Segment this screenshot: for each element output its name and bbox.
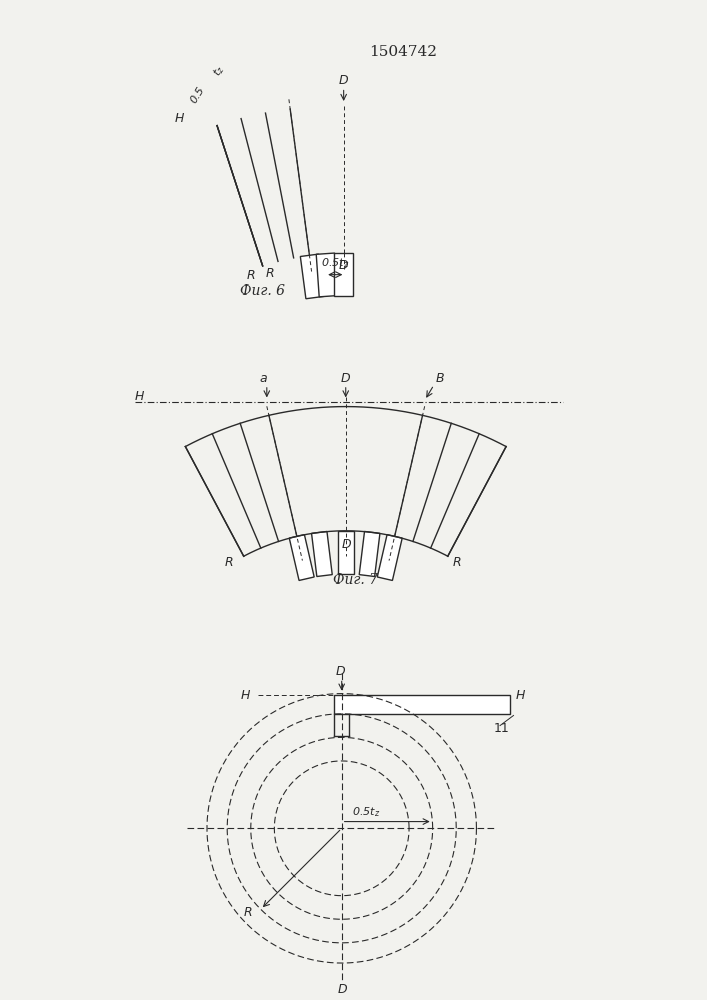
Text: H: H	[175, 112, 185, 125]
Polygon shape	[359, 531, 380, 577]
Polygon shape	[378, 535, 402, 580]
Text: $t_z$: $t_z$	[210, 62, 228, 79]
Text: 0.5$t_z$: 0.5$t_z$	[352, 805, 380, 819]
Text: H: H	[240, 689, 250, 702]
Polygon shape	[289, 535, 314, 580]
Text: Фиг. 6: Фиг. 6	[240, 284, 285, 298]
Text: R: R	[225, 556, 234, 569]
Text: 11: 11	[493, 722, 509, 735]
Text: R: R	[244, 906, 252, 919]
Text: Фиг. 7: Фиг. 7	[332, 573, 378, 587]
Text: 0.5$t_z$: 0.5$t_z$	[321, 256, 349, 270]
Text: D: D	[341, 372, 351, 385]
Polygon shape	[334, 695, 510, 714]
Text: D: D	[336, 665, 345, 678]
Text: D: D	[339, 259, 349, 272]
Polygon shape	[338, 531, 354, 574]
Text: D: D	[339, 74, 349, 87]
Polygon shape	[334, 253, 353, 296]
Text: D: D	[342, 538, 351, 551]
Text: H: H	[134, 390, 144, 403]
Text: R: R	[246, 269, 255, 282]
Text: H: H	[515, 689, 525, 702]
Polygon shape	[300, 254, 324, 299]
Text: 1504742: 1504742	[368, 45, 437, 59]
Polygon shape	[316, 253, 337, 297]
Text: 0.5: 0.5	[189, 84, 206, 105]
Text: a: a	[259, 372, 267, 385]
Text: B: B	[436, 372, 444, 385]
Text: R: R	[452, 556, 461, 569]
Text: D: D	[338, 983, 347, 996]
Polygon shape	[312, 531, 332, 577]
Text: R: R	[266, 267, 274, 280]
